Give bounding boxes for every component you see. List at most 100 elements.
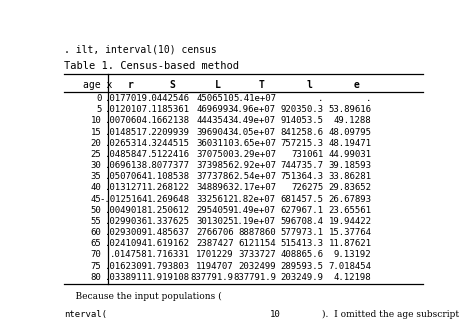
Text: 681457.5: 681457.5 <box>281 195 324 204</box>
Text: r: r <box>128 80 134 90</box>
Text: 53.89616: 53.89616 <box>328 105 372 114</box>
Text: .0485847: .0485847 <box>104 150 147 159</box>
Text: 203249.9: 203249.9 <box>281 273 324 282</box>
Text: 10: 10 <box>91 116 101 126</box>
Text: ).  I omitted the age subscript: ). I omitted the age subscript <box>321 310 462 319</box>
Text: 3.29e+07: 3.29e+07 <box>233 150 276 159</box>
Text: .0148517: .0148517 <box>104 127 147 137</box>
Text: 50: 50 <box>91 206 101 215</box>
Text: 2.54e+07: 2.54e+07 <box>233 172 276 181</box>
Text: 1.919108: 1.919108 <box>146 273 190 282</box>
Text: 2.17e+07: 2.17e+07 <box>233 184 276 192</box>
Text: .0070604: .0070604 <box>104 116 147 126</box>
Text: 1701229: 1701229 <box>196 250 234 259</box>
Text: 40: 40 <box>91 184 101 192</box>
Text: 4.12198: 4.12198 <box>334 273 372 282</box>
Text: 751364.3: 751364.3 <box>281 172 324 181</box>
Text: 731061: 731061 <box>292 150 324 159</box>
Text: 35: 35 <box>91 172 101 181</box>
Text: .5122416: .5122416 <box>146 150 190 159</box>
Text: 3739856: 3739856 <box>196 161 234 170</box>
Text: 1.108538: 1.108538 <box>146 172 190 181</box>
Text: 3488963: 3488963 <box>196 184 234 192</box>
Text: Because the input populations (: Because the input populations ( <box>64 291 221 301</box>
Text: 3707500: 3707500 <box>196 150 234 159</box>
Text: 19.94422: 19.94422 <box>328 217 372 226</box>
Text: 627967.1: 627967.1 <box>281 206 324 215</box>
Text: 3969043: 3969043 <box>196 127 234 137</box>
Text: 30: 30 <box>91 161 101 170</box>
Text: 20: 20 <box>91 139 101 148</box>
Text: 1.269648: 1.269648 <box>146 195 190 204</box>
Text: 60: 60 <box>91 228 101 237</box>
Text: . ilt, interval(10) census: . ilt, interval(10) census <box>64 44 217 54</box>
Text: l: l <box>306 80 312 90</box>
Text: 39.18593: 39.18593 <box>328 161 372 170</box>
Text: 2954059: 2954059 <box>196 206 234 215</box>
Text: 2032499: 2032499 <box>238 262 276 271</box>
Text: 48.19471: 48.19471 <box>328 139 372 148</box>
Text: 29.83652: 29.83652 <box>328 184 372 192</box>
Text: L: L <box>215 80 221 90</box>
Text: 289593.5: 289593.5 <box>281 262 324 271</box>
Text: 2387427: 2387427 <box>196 239 234 248</box>
Text: 23.65561: 23.65561 <box>328 206 372 215</box>
Text: 15: 15 <box>91 127 101 137</box>
Text: .0696138: .0696138 <box>104 161 147 170</box>
Text: 1194707: 1194707 <box>196 262 234 271</box>
Text: 841258.6: 841258.6 <box>281 127 324 137</box>
Text: .0177019: .0177019 <box>104 94 147 103</box>
Text: .0507064: .0507064 <box>104 172 147 181</box>
Text: 8887860: 8887860 <box>238 228 276 237</box>
Text: .0299036: .0299036 <box>104 217 147 226</box>
Text: 33.86281: 33.86281 <box>328 172 372 181</box>
Text: 49.1288: 49.1288 <box>334 116 372 126</box>
Text: .8077377: .8077377 <box>146 161 190 170</box>
Text: .2209939: .2209939 <box>146 127 190 137</box>
Text: .0338911: .0338911 <box>104 273 147 282</box>
Text: 3603110: 3603110 <box>196 139 234 148</box>
Text: nterval(: nterval( <box>64 310 107 319</box>
Text: 1.619162: 1.619162 <box>146 239 190 248</box>
Text: 1.268122: 1.268122 <box>146 184 190 192</box>
Text: .0265314: .0265314 <box>104 139 147 148</box>
Text: 4.96e+07: 4.96e+07 <box>233 105 276 114</box>
Text: 7.018454: 7.018454 <box>328 262 372 271</box>
Text: 515413.3: 515413.3 <box>281 239 324 248</box>
Text: 25: 25 <box>91 150 101 159</box>
Text: .3244515: .3244515 <box>146 139 190 148</box>
Text: 744735.7: 744735.7 <box>281 161 324 170</box>
Text: 70: 70 <box>91 250 101 259</box>
Text: 55: 55 <box>91 217 101 226</box>
Text: 4.49e+07: 4.49e+07 <box>233 116 276 126</box>
Text: 837791.9: 837791.9 <box>191 273 234 282</box>
Text: 3325612: 3325612 <box>196 195 234 204</box>
Text: 914053.5: 914053.5 <box>281 116 324 126</box>
Text: 0: 0 <box>96 94 101 103</box>
Text: .1662138: .1662138 <box>146 116 190 126</box>
Text: .0293009: .0293009 <box>104 228 147 237</box>
Text: .0442546: .0442546 <box>146 94 190 103</box>
Text: .0162309: .0162309 <box>104 262 147 271</box>
Text: .0131271: .0131271 <box>104 184 147 192</box>
Text: -.0125164: -.0125164 <box>99 195 147 204</box>
Text: 4506510: 4506510 <box>196 94 234 103</box>
Text: 596708.4: 596708.4 <box>281 217 324 226</box>
Text: 757215.3: 757215.3 <box>281 139 324 148</box>
Text: e: e <box>354 80 360 90</box>
Text: 11.87621: 11.87621 <box>328 239 372 248</box>
Text: 48.09795: 48.09795 <box>328 127 372 137</box>
Text: 1.49e+07: 1.49e+07 <box>233 206 276 215</box>
Text: 44.99031: 44.99031 <box>328 150 372 159</box>
Text: 1.19e+07: 1.19e+07 <box>233 217 276 226</box>
Text: 75: 75 <box>91 262 101 271</box>
Text: 26.67893: 26.67893 <box>328 195 372 204</box>
Text: T: T <box>259 80 265 90</box>
Text: .: . <box>366 94 372 103</box>
Text: 80: 80 <box>91 273 101 282</box>
Text: 4696993: 4696993 <box>196 105 234 114</box>
Text: 1.82e+07: 1.82e+07 <box>233 195 276 204</box>
Text: 5: 5 <box>96 105 101 114</box>
Text: 3.65e+07: 3.65e+07 <box>233 139 276 148</box>
Text: 65: 65 <box>91 239 101 248</box>
